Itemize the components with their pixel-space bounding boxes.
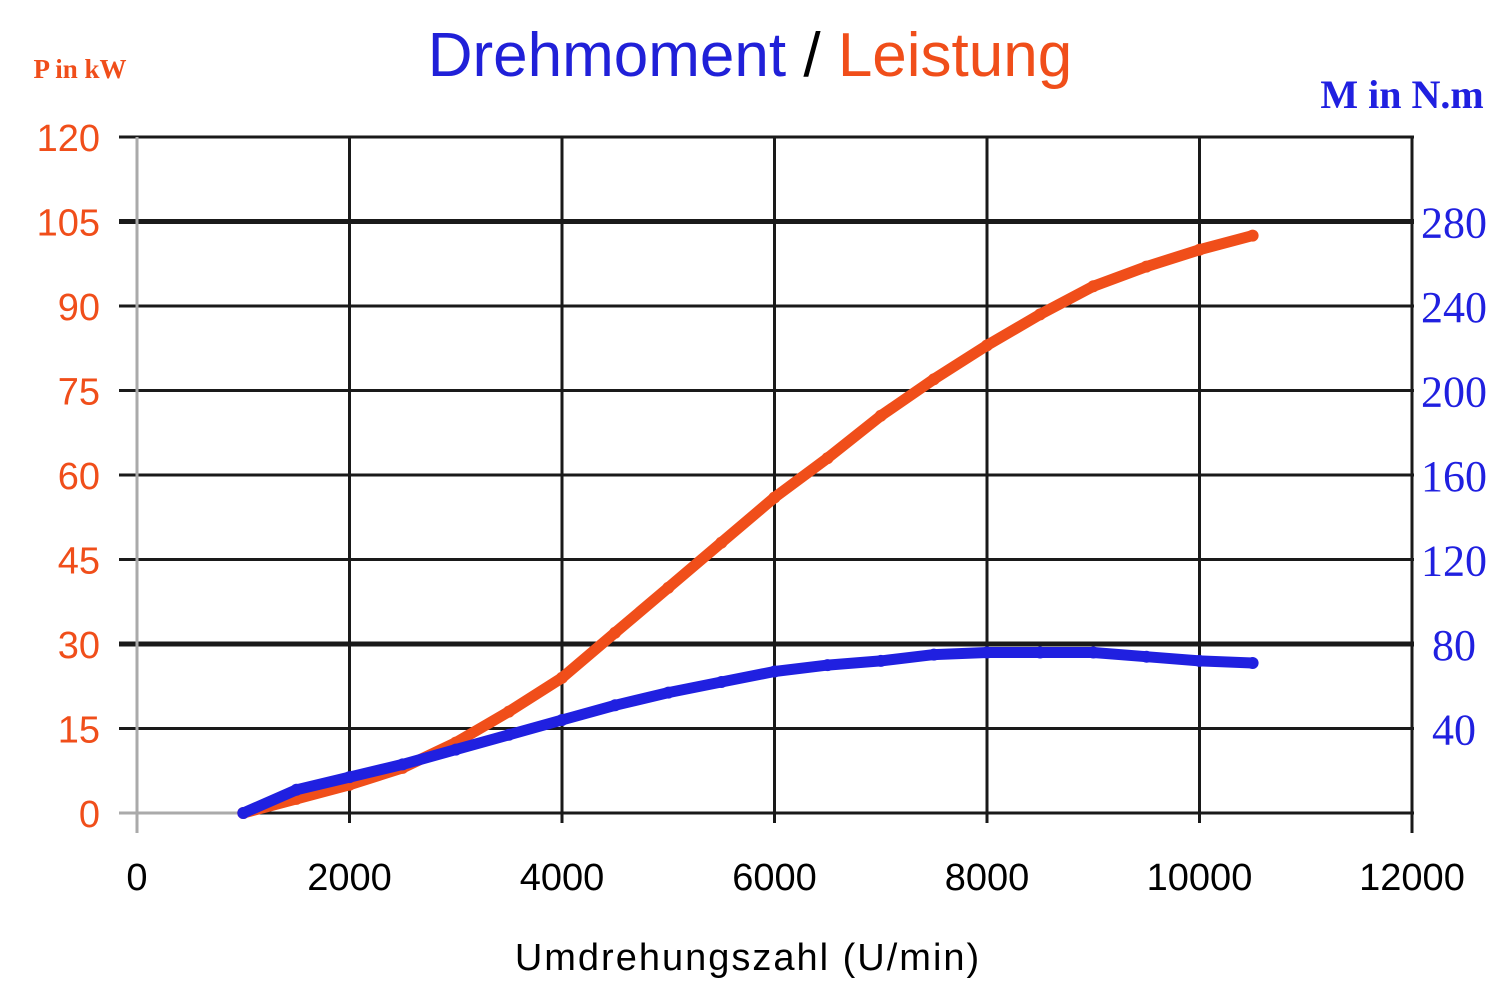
- series-point-power-8500: [1034, 308, 1047, 321]
- y-left-tick-label-15: 15: [58, 710, 100, 752]
- x-tick-label-6000: 6000: [732, 857, 817, 899]
- series-point-torque-7500: [927, 648, 940, 661]
- y-right-tick-label-160: 160: [1421, 452, 1487, 501]
- y-right-tick-label-120: 120: [1421, 537, 1487, 586]
- series-point-torque-1500: [290, 783, 303, 796]
- series-point-torque-10500: [1246, 657, 1259, 669]
- x-tick-label-0: 0: [126, 857, 147, 899]
- series-point-torque-3000: [449, 743, 462, 756]
- y-left-tick-label-90: 90: [58, 287, 100, 329]
- y-left-tick-label-30: 30: [58, 625, 100, 667]
- series-point-power-8000: [981, 339, 993, 352]
- series-point-torque-8000: [981, 646, 993, 659]
- series-point-torque-2000: [343, 771, 356, 784]
- series-line-power: [237, 230, 1259, 819]
- chart-title: Drehmoment / Leistung: [428, 21, 1072, 90]
- series-point-power-6500: [821, 452, 834, 465]
- chart-title-power: Leistung: [838, 21, 1072, 90]
- series-point-torque-10000: [1193, 654, 1206, 667]
- y-left-tick-label-0: 0: [79, 794, 100, 836]
- series-point-torque-8500: [1034, 646, 1047, 659]
- series-point-power-5500: [715, 536, 728, 549]
- y-left-tick-label-45: 45: [58, 541, 100, 583]
- series-line-torque: [237, 647, 1259, 819]
- series-point-torque-6000: [768, 665, 781, 678]
- series-point-power-9000: [1087, 280, 1100, 293]
- x-tick-label-8000: 8000: [945, 857, 1030, 899]
- series-point-power-5000: [662, 581, 675, 594]
- series-point-power-9500: [1140, 260, 1153, 273]
- series-point-torque-5000: [662, 686, 675, 699]
- series-point-torque-9000: [1087, 646, 1100, 659]
- axes: [119, 137, 1414, 833]
- series-point-power-3500: [502, 705, 515, 718]
- series-point-torque-7000: [874, 654, 887, 667]
- x-tick-label-12000: 12000: [1359, 857, 1465, 899]
- tick-labels: 0 2000 4000 6000 8000 10000 12000 0 15 30 45 60 75 90…: [37, 118, 1487, 899]
- series-point-power-4500: [609, 626, 622, 639]
- y-right-tick-label-240: 240: [1421, 283, 1487, 332]
- x-tick-label-4000: 4000: [520, 857, 605, 899]
- y-left-tick-label-60: 60: [58, 456, 100, 498]
- series-point-torque-5500: [715, 676, 728, 688]
- series-point-power-6000: [768, 491, 781, 504]
- series-point-power-10500: [1246, 229, 1259, 242]
- series-point-power-7500: [927, 373, 940, 386]
- y-right-tick-label-280: 280: [1421, 199, 1487, 248]
- series-point-torque-6500: [821, 659, 834, 672]
- x-tick-label-10000: 10000: [1147, 857, 1253, 899]
- series-layer: [237, 229, 1259, 819]
- series-point-torque-1000: [237, 807, 250, 819]
- x-axis-label: Umdrehungszahl (U/min): [515, 937, 981, 979]
- chart-title-torque: Drehmoment: [428, 21, 786, 90]
- y-right-tick-label-40: 40: [1432, 706, 1476, 755]
- y-right-tick-label-200: 200: [1421, 368, 1487, 417]
- series-point-torque-2500: [396, 758, 409, 771]
- series-point-torque-3500: [502, 728, 515, 741]
- chart-title-separator: /: [786, 21, 838, 90]
- y-right-tick-label-80: 80: [1432, 621, 1476, 670]
- y-left-tick-label-105: 105: [37, 203, 100, 245]
- y-left-tick-label-75: 75: [58, 372, 100, 414]
- series-point-power-10000: [1193, 243, 1206, 256]
- series-point-power-4000: [556, 671, 568, 684]
- y-axis-right-label: M in N.m: [1320, 72, 1483, 117]
- series-point-torque-4500: [609, 699, 622, 712]
- series-point-power-7000: [874, 409, 887, 422]
- y-left-tick-label-120: 120: [37, 118, 100, 160]
- x-tick-label-2000: 2000: [307, 857, 392, 899]
- series-point-torque-4000: [556, 714, 568, 726]
- y-axis-left-label: P in kW: [33, 54, 126, 84]
- series-point-torque-9500: [1140, 650, 1153, 663]
